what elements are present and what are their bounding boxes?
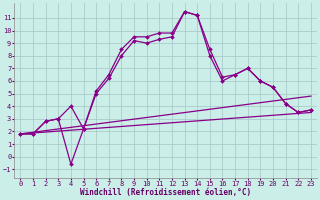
X-axis label: Windchill (Refroidissement éolien,°C): Windchill (Refroidissement éolien,°C): [80, 188, 251, 197]
